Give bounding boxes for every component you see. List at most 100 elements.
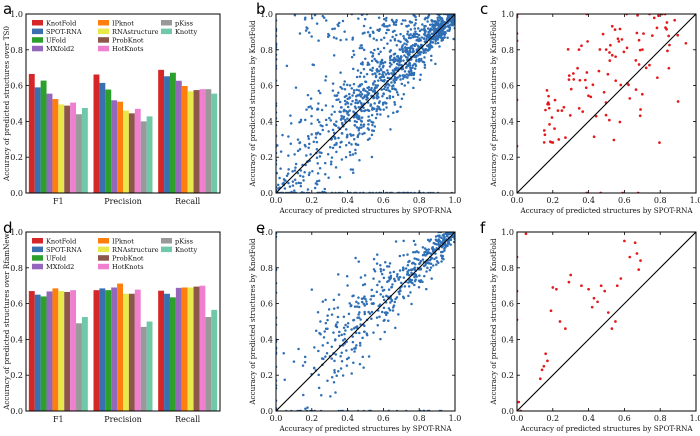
scatter-point xyxy=(601,32,605,36)
scatter-point xyxy=(335,141,338,145)
scatter-point xyxy=(406,253,409,256)
scatter-point xyxy=(354,101,357,105)
scatter-point xyxy=(346,284,349,287)
scatter-point xyxy=(340,106,343,109)
scatter-point xyxy=(335,150,338,154)
legend-swatch xyxy=(98,238,109,244)
scatter-point xyxy=(431,41,435,44)
scatter-point xyxy=(435,243,438,246)
scatter-point xyxy=(392,84,395,87)
scatter-point xyxy=(439,250,443,254)
scatter-point xyxy=(436,21,440,24)
scatter-point xyxy=(301,364,305,367)
y-tick-label: 0.6 xyxy=(260,300,273,309)
y-axis-label: Accuracy of predicted structures by Knot… xyxy=(489,20,498,188)
panel-letter: f xyxy=(480,219,486,237)
scatter-point xyxy=(431,264,435,267)
bar-pkiss-precision xyxy=(140,121,147,193)
scatter-point xyxy=(428,33,432,37)
scatter-point xyxy=(414,263,417,266)
panel-a: a F1 Precision Recall 0.0 0.2 0.4 0.6 0.8 1.0 Knot… xyxy=(2,0,221,206)
scatter-point xyxy=(386,28,389,32)
scatter-point xyxy=(343,30,346,33)
scatter-point xyxy=(383,25,386,28)
scatter-point xyxy=(398,289,402,292)
x-axis-label: Accuracy of predicted structures by SPOT… xyxy=(278,206,452,215)
panel-c: c0.00.00.20.20.40.40.60.60.80.81.01.0Acc… xyxy=(480,0,700,215)
scatter-point xyxy=(332,36,336,39)
scatter-point xyxy=(413,257,416,260)
scatter-point xyxy=(359,119,363,122)
scatter-point xyxy=(351,36,355,40)
scatter-point xyxy=(393,59,397,63)
legend-label: IPknot xyxy=(112,237,134,245)
scatter-point xyxy=(292,360,296,363)
scatter-point xyxy=(319,394,323,397)
scatter-point xyxy=(418,53,422,56)
scatter-point xyxy=(380,38,383,42)
scatter-point xyxy=(642,32,645,35)
legend-label: KnotFold xyxy=(46,19,77,27)
y-tick-label: 0.8 xyxy=(260,264,273,273)
scatter-point xyxy=(276,171,279,175)
scatter-point xyxy=(393,81,396,84)
scatter-point xyxy=(348,302,351,305)
scatter-point xyxy=(362,106,365,109)
scatter-point xyxy=(322,336,326,339)
scatter-point xyxy=(295,182,298,185)
scatter-point xyxy=(357,302,360,305)
bar-ipknot-precision xyxy=(117,283,123,411)
scatter-point xyxy=(437,261,440,264)
scatter-point xyxy=(401,74,404,77)
scatter-point xyxy=(440,245,444,249)
scatter-point xyxy=(373,125,377,128)
scatter-point xyxy=(310,122,313,125)
scatter-point xyxy=(375,290,379,294)
scatter-point xyxy=(306,27,309,30)
scatter-point xyxy=(326,379,329,382)
scatter-point xyxy=(385,83,388,87)
scatter-point xyxy=(316,311,320,314)
scatter-point xyxy=(372,294,376,298)
scatter-point xyxy=(387,307,391,310)
scatter-point xyxy=(389,128,392,131)
y-tick-label: 0.0 xyxy=(260,189,273,198)
scatter-point xyxy=(393,101,396,104)
scatter-point xyxy=(544,108,547,112)
scatter-point xyxy=(452,37,455,41)
y-tick-label: 0.4 xyxy=(10,335,23,344)
scatter-point xyxy=(361,355,365,359)
y-axis-label: Accuracy of predicted structures by Knot… xyxy=(248,20,257,188)
scatter-point xyxy=(557,138,561,141)
legend-swatch xyxy=(32,37,43,43)
scatter-point xyxy=(312,140,316,144)
scatter-point xyxy=(409,73,413,76)
scatter-point xyxy=(438,16,441,19)
scatter-point xyxy=(296,138,300,141)
y-axis-label: Accuracy of predicted structures over Rf… xyxy=(2,232,11,410)
scatter-point xyxy=(434,252,437,255)
scatter-point xyxy=(380,285,384,289)
scatter-point xyxy=(393,37,397,41)
scatter-point xyxy=(359,71,363,75)
scatter-point xyxy=(391,309,395,312)
bar-rnastructure-f1 xyxy=(58,104,65,193)
scatter-point xyxy=(371,30,375,33)
scatter-point xyxy=(403,70,407,73)
scatter-point xyxy=(390,81,393,84)
bar-pkiss-precision xyxy=(140,326,147,411)
scatter-point xyxy=(389,276,393,280)
scatter-point xyxy=(610,24,614,28)
x-tick-label: 0.8 xyxy=(654,414,667,423)
scatter-point xyxy=(614,55,617,59)
scatter-point xyxy=(429,41,433,44)
bar-knotty-f1 xyxy=(81,317,88,411)
scatter-point xyxy=(443,243,446,246)
x-tick-label: 0.8 xyxy=(413,414,426,423)
scatter-point xyxy=(356,69,360,72)
scatter-point xyxy=(648,63,651,67)
scatter-point xyxy=(414,42,418,46)
scatter-point xyxy=(385,16,388,20)
scatter-point xyxy=(447,241,450,244)
scatter-point xyxy=(417,58,421,61)
